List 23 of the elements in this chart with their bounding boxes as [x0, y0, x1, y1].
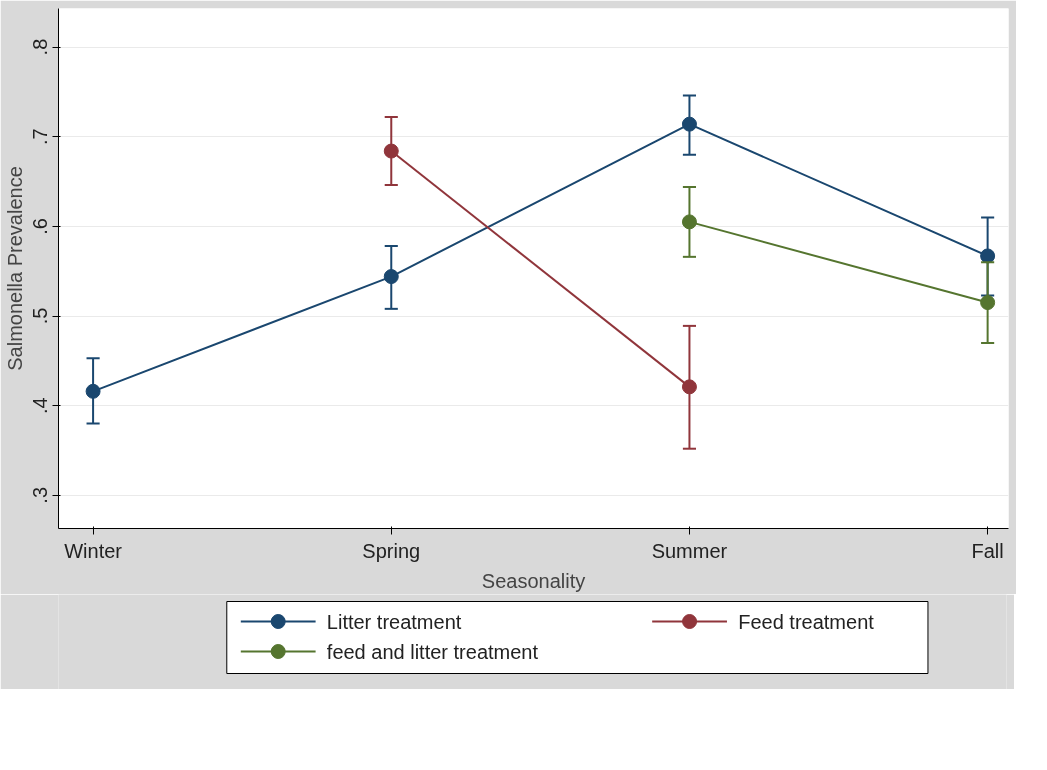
- point: [85, 383, 101, 399]
- y-tick-label: .6: [29, 218, 52, 235]
- y-tick-label: .5: [29, 307, 52, 325]
- y-tick-label: .7: [29, 128, 52, 146]
- legend-label: Litter treatment: [326, 610, 462, 633]
- point: [383, 143, 399, 159]
- legend-label: feed and litter treatment: [326, 640, 539, 663]
- x-axis-title: Seasonality: [481, 569, 586, 592]
- x-tick-label: Winter: [64, 539, 123, 562]
- point: [681, 214, 697, 230]
- y-axis-title: Salmonella Prevalence: [3, 166, 26, 371]
- point: [681, 116, 697, 132]
- x-tick-label: Fall: [971, 539, 1004, 562]
- y-tick-label: .3: [29, 486, 52, 504]
- x-tick-label: Spring: [362, 539, 421, 562]
- point: [980, 295, 996, 311]
- point: [980, 248, 996, 264]
- point: [681, 379, 697, 395]
- y-tick-label: .8: [29, 38, 52, 56]
- x-tick-label: Summer: [651, 539, 728, 562]
- legend-label: Feed treatment: [738, 610, 875, 633]
- y-tick-label: .4: [29, 397, 52, 415]
- point: [383, 269, 399, 285]
